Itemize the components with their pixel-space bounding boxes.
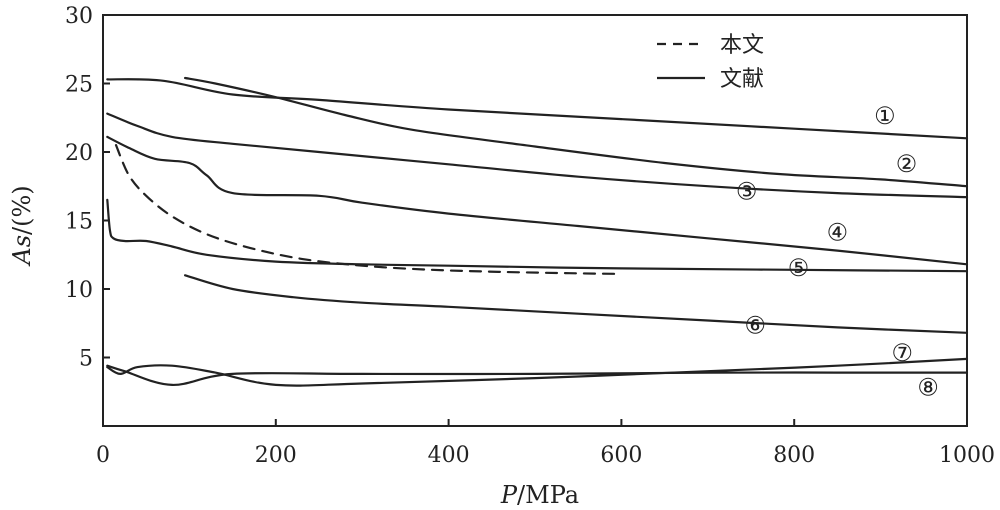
series-layer	[106, 76, 969, 387]
legend: 本文 文献	[657, 33, 764, 92]
x-tick-label-5: 1000	[939, 443, 995, 468]
series-line-2	[184, 76, 969, 188]
curve-label-8: ⑧	[917, 373, 939, 401]
y-axis-unit: /(%)	[8, 185, 36, 235]
y-tick-label-1: 10	[65, 278, 93, 303]
curve-label-2: ②	[896, 150, 918, 178]
series-line-5	[106, 198, 969, 273]
x-tick-label-3: 600	[600, 443, 642, 468]
series-line-benwen	[114, 144, 623, 275]
y-tick-label-5: 30	[65, 4, 93, 29]
x-axis-unit: /MPa	[517, 481, 579, 509]
series-line-7	[106, 357, 969, 387]
x-axis-symbol: P	[500, 481, 518, 509]
x-tick-label-1: 200	[255, 443, 297, 468]
curve-label-7: ⑦	[891, 339, 913, 367]
x-tick-label-4: 800	[773, 443, 815, 468]
y-tick-label-4: 25	[65, 73, 93, 98]
y-axis-title: As/(%)	[8, 185, 36, 266]
curve-labels-layer: ①② ③ ④⑤ ⑥ ⑦⑧	[736, 102, 939, 401]
curve-label-3: ③	[736, 177, 758, 205]
series-line-3	[106, 112, 969, 199]
x-axis-title: P/MPa	[500, 481, 579, 509]
series-line-6	[184, 274, 969, 334]
x-tick-label-2: 400	[428, 443, 470, 468]
y-tick-label-3: 20	[65, 141, 93, 166]
legend-label-dashed: 本文	[720, 33, 764, 58]
curve-label-4: ④	[827, 218, 849, 246]
curve-label-5: ⑤	[788, 254, 810, 282]
y-tick-label-2: 15	[65, 210, 93, 235]
y-tick-label-0: 5	[79, 347, 93, 372]
curve-label-6: ⑥	[745, 312, 767, 340]
x-tick-label-0: 0	[96, 443, 110, 468]
curve-label-1: ①	[874, 102, 896, 130]
series-line-4	[106, 135, 969, 266]
y-axis-symbol: As	[8, 235, 36, 267]
legend-label-solid: 文献	[720, 67, 764, 92]
axis-ticks-layer: 0 200 400 600 800 1000 5 10 15 20 25 30	[65, 4, 995, 468]
series-line-1	[106, 78, 969, 140]
series-line-8	[106, 364, 969, 387]
